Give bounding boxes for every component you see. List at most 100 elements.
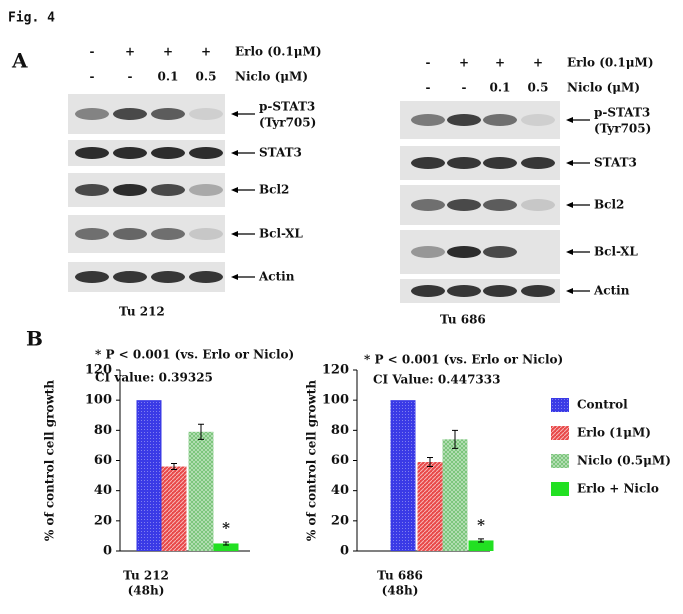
protein-name: Bcl-XL [594, 245, 638, 259]
significance: * [222, 519, 230, 537]
y-tick-label: 40 [331, 483, 349, 498]
band [189, 108, 223, 120]
treatment-level: + [125, 45, 135, 59]
treatment-name: Niclo (μM) [235, 70, 308, 84]
arrow-head [231, 150, 238, 156]
arrow-head [231, 274, 238, 280]
bar-hatch [417, 462, 443, 551]
band [521, 157, 555, 169]
band [189, 147, 223, 159]
x-label: Tu 212 [123, 569, 169, 583]
y-tick-label: 120 [85, 363, 112, 378]
arrow-head [566, 288, 573, 294]
band [447, 199, 481, 211]
y-tick-label: 120 [322, 363, 349, 378]
band [447, 114, 481, 126]
protein-sub: (Tyr705) [259, 116, 316, 130]
band [521, 114, 555, 126]
band [151, 147, 185, 159]
band [521, 285, 555, 297]
bar-hatch [188, 431, 214, 551]
y-tick-label: 0 [103, 544, 112, 559]
band [75, 228, 109, 240]
y-tick-label: 60 [331, 453, 349, 468]
arrow-head [566, 160, 573, 166]
y-tick-label: 80 [331, 423, 349, 438]
treatment-level: - [90, 45, 95, 59]
x-label: (48h) [382, 584, 419, 598]
band [447, 157, 481, 169]
y-axis-label: % of control cell growth [43, 380, 57, 541]
legend-label: Erlo + Niclo [577, 482, 659, 496]
ci-value: CI Value: 0.447333 [373, 373, 500, 387]
band [483, 199, 517, 211]
legend-hatch [551, 398, 569, 412]
treatment-level: + [495, 56, 505, 70]
x-label: Tu 686 [377, 569, 423, 583]
legend-label: Erlo (1μM) [577, 426, 651, 440]
band [189, 271, 223, 283]
bar-hatch [161, 466, 187, 551]
y-tick-label: 100 [85, 393, 112, 408]
annotation: * P < 0.001 (vs. Erlo or Niclo) [364, 353, 563, 367]
legend-hatch [551, 426, 569, 440]
treatment-name: Erlo (0.1μM) [235, 45, 322, 59]
band [483, 246, 517, 258]
band [447, 246, 481, 258]
band [411, 114, 445, 126]
band [113, 184, 147, 196]
treatment-level: 0.1 [158, 70, 179, 84]
band [113, 228, 147, 240]
y-tick-label: 40 [94, 483, 112, 498]
panel-label: A [11, 49, 28, 73]
error-bar [223, 541, 229, 546]
error-bar [198, 423, 204, 440]
y-tick-label: 80 [94, 423, 112, 438]
arrow-head [566, 202, 573, 208]
x-label: (48h) [128, 584, 165, 598]
treatment-level: 0.1 [490, 81, 511, 95]
treatment-level: 0.5 [196, 70, 217, 84]
arrow-head [231, 187, 238, 193]
band [151, 228, 185, 240]
band [483, 114, 517, 126]
treatment-level: - [90, 70, 95, 84]
band [75, 147, 109, 159]
legend-hatch [551, 454, 569, 468]
panel-label: B [26, 327, 43, 351]
band [411, 285, 445, 297]
treatment-level: + [163, 45, 173, 59]
band [75, 271, 109, 283]
protein-name: p-STAT3 [259, 100, 315, 114]
y-tick-label: 60 [94, 453, 112, 468]
bar-hatch [442, 439, 468, 551]
treatment-level: 0.5 [528, 81, 549, 95]
figure-label: Fig. 4 [8, 11, 55, 26]
band [113, 108, 147, 120]
cell-line: Tu 686 [440, 313, 486, 327]
y-tick-label: 20 [331, 513, 349, 528]
cell-line: Tu 212 [119, 305, 165, 319]
band [113, 271, 147, 283]
arrow-head [231, 231, 238, 237]
y-axis-label: % of control cell growth [305, 380, 319, 541]
y-tick-label: 100 [322, 393, 349, 408]
treatment-level: + [459, 56, 469, 70]
bar-hatch [213, 543, 239, 551]
treatment-level: - [426, 81, 431, 95]
band [521, 199, 555, 211]
band [483, 285, 517, 297]
error-bar [478, 538, 484, 543]
treatment-name: Niclo (μM) [567, 81, 640, 95]
error-bar [171, 463, 177, 471]
error-bar [452, 429, 458, 449]
bar-hatch [468, 540, 494, 551]
band [151, 108, 185, 120]
band [411, 199, 445, 211]
ci-value: CI value: 0.39325 [95, 371, 213, 385]
treatment-level: + [533, 56, 543, 70]
annotation: * P < 0.001 (vs. Erlo or Niclo) [95, 348, 294, 362]
legend-label: Control [577, 398, 628, 412]
protein-name: Bcl2 [594, 198, 624, 212]
